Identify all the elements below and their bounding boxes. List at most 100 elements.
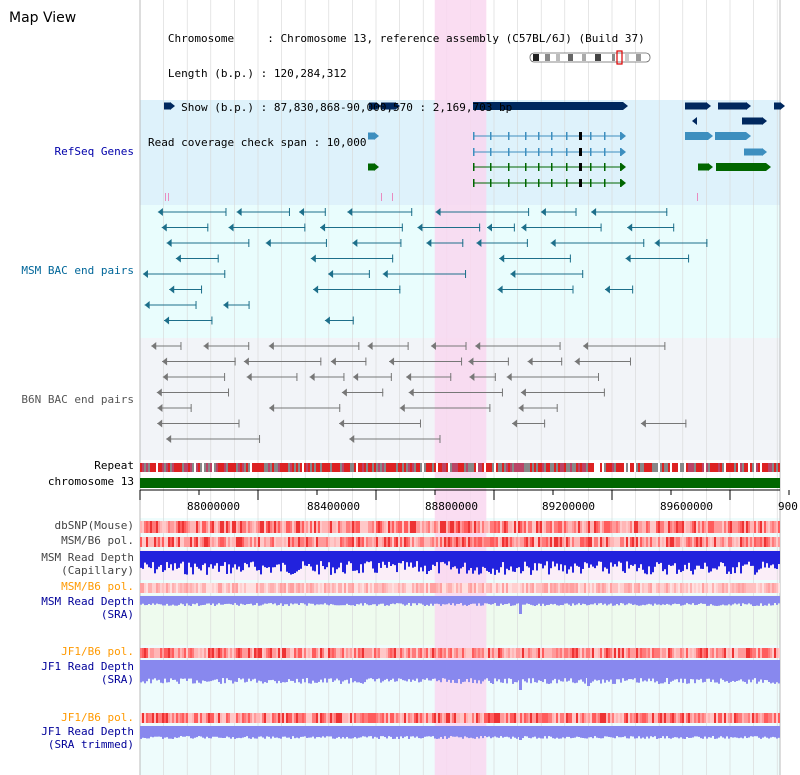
depth-bar <box>370 551 372 562</box>
chromosome-ideogram[interactable] <box>529 50 651 65</box>
heat-cell <box>212 521 214 533</box>
heat-cell <box>172 537 174 547</box>
depth-bar <box>522 596 524 605</box>
depth-bar <box>444 726 446 737</box>
track-label-b6n-bac[interactable]: B6N BAC end pairs <box>21 393 134 406</box>
heat-cell <box>216 583 218 593</box>
depth-bar <box>618 596 620 606</box>
heat-cell <box>398 521 400 533</box>
heat-cell <box>262 648 264 658</box>
depth-bar <box>268 726 270 737</box>
depth-bar <box>696 551 698 566</box>
depth-bar <box>638 551 640 568</box>
heat-cell <box>280 648 282 658</box>
heat-cell <box>614 537 616 547</box>
heat-cell <box>178 713 180 723</box>
depth-bar <box>646 726 648 737</box>
heat-cell <box>378 713 380 723</box>
heat-cell <box>450 521 452 533</box>
depth-bar <box>426 596 428 605</box>
heat-cell <box>414 583 416 593</box>
heat-cell <box>494 583 496 593</box>
depth-bar <box>428 551 430 572</box>
heat-cell <box>560 648 562 658</box>
heat-cell <box>460 537 462 547</box>
depth-bar <box>560 726 562 739</box>
track-label-refseq[interactable]: RefSeq Genes <box>54 145 134 158</box>
depth-bar <box>722 660 724 680</box>
depth-bar <box>682 596 684 606</box>
heat-cell <box>578 713 580 723</box>
heat-cell <box>558 583 560 593</box>
heat-cell <box>170 537 172 547</box>
depth-bar <box>610 551 612 563</box>
heat-cell <box>494 521 496 533</box>
depth-bar <box>372 660 374 680</box>
heat-cell <box>770 648 772 658</box>
heat-cell <box>708 713 710 723</box>
repeat-element <box>262 463 264 472</box>
depth-bar <box>190 551 192 568</box>
heat-cell <box>490 713 492 723</box>
depth-bar <box>548 660 550 684</box>
heat-cell <box>278 713 280 723</box>
repeat-element <box>326 463 328 472</box>
depth-bar <box>436 551 438 563</box>
repeat-element <box>706 463 708 472</box>
heat-cell <box>460 521 462 533</box>
depth-bar <box>722 596 724 605</box>
heat-cell <box>400 537 402 547</box>
heat-cell <box>732 713 734 723</box>
heat-cell <box>524 583 526 593</box>
depth-bar <box>414 726 416 738</box>
depth-bar <box>226 596 228 604</box>
repeat-element <box>602 463 604 472</box>
depth-bar <box>644 726 646 739</box>
depth-bar <box>226 726 228 737</box>
heat-cell <box>170 713 172 723</box>
repeat-element <box>694 463 696 472</box>
depth-bar <box>502 660 504 683</box>
depth-bar <box>684 660 686 679</box>
selection-highlight[interactable] <box>434 0 487 775</box>
depth-bar <box>426 551 428 575</box>
depth-bar <box>746 726 748 739</box>
heat-cell <box>266 648 268 658</box>
depth-bar <box>242 660 244 679</box>
depth-bar <box>154 551 156 574</box>
heat-cell <box>254 583 256 593</box>
depth-bar <box>580 596 582 606</box>
depth-bar <box>180 596 182 604</box>
heat-cell <box>188 713 190 723</box>
heat-cell <box>692 583 694 593</box>
heat-cell <box>594 713 596 723</box>
depth-bar <box>198 551 200 569</box>
track-label-msm-bac[interactable]: MSM BAC end pairs <box>21 264 134 277</box>
heat-cell <box>372 521 374 533</box>
msm-bac-end <box>310 254 316 263</box>
heat-cell <box>636 521 638 533</box>
depth-bar <box>748 660 750 680</box>
heat-cell <box>444 521 446 533</box>
depth-bar <box>494 726 496 737</box>
heat-cell <box>432 537 434 547</box>
heat-cell <box>608 648 610 658</box>
heat-cell <box>312 521 314 533</box>
depth-bar <box>354 660 356 682</box>
depth-bar <box>442 660 444 679</box>
ideogram-band <box>582 54 586 61</box>
depth-bar <box>204 596 206 605</box>
depth-bar <box>400 660 402 679</box>
heat-cell <box>342 521 344 533</box>
repeat-element <box>152 463 154 472</box>
depth-bar <box>612 596 614 606</box>
heat-cell <box>242 537 244 547</box>
heat-cell <box>400 583 402 593</box>
depth-bar <box>700 596 702 604</box>
repeat-element <box>488 463 490 472</box>
depth-bar <box>448 660 450 680</box>
depth-bar <box>164 726 166 738</box>
depth-bar <box>404 726 406 737</box>
depth-bar <box>160 596 162 605</box>
depth-bar <box>418 726 420 739</box>
